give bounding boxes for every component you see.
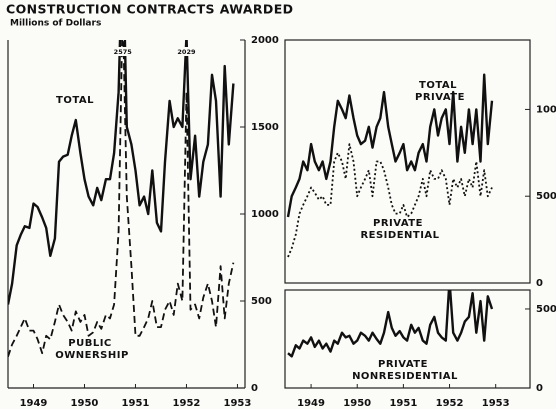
line: [286, 73, 494, 218]
series-label: PRIVATE NONRESIDENTIAL: [352, 359, 458, 382]
x-tick-label: 1950: [71, 398, 99, 409]
chart-title: CONSTRUCTION CONTRACTS AWARDED: [6, 2, 293, 17]
x-tick-label: 1953: [482, 398, 510, 409]
y-tick-label: 0: [536, 278, 543, 289]
series-label: PRIVATE RESIDENTIAL: [360, 218, 439, 241]
y-tick-label: 1500: [251, 122, 279, 133]
plot-area: [286, 73, 494, 258]
x-tick-label: 1952: [436, 398, 464, 409]
y-tick-label: 0: [536, 383, 543, 394]
chart-subtitle: Millions of Dollars: [10, 19, 101, 29]
annotation: 2575: [114, 48, 133, 56]
y-tick-label: 1000: [251, 209, 279, 220]
series-label: TOTAL PRIVATE: [415, 80, 465, 103]
series-label: TOTAL: [56, 95, 94, 106]
plot-area: [287, 290, 494, 358]
annotation-box: [177, 47, 196, 56]
plot-area: [8, 40, 235, 357]
line: [8, 40, 235, 305]
series-label: PUBLIC OWNERSHIP: [55, 338, 129, 361]
y-tick-label: 500: [536, 191, 556, 202]
x-tick-label: 1950: [343, 398, 371, 409]
x-tick-label: 1951: [389, 398, 417, 409]
y-tick-label: 0: [251, 383, 258, 394]
x-tick-label: 1953: [224, 398, 252, 409]
line: [8, 40, 235, 357]
x-tick-label: 1949: [297, 398, 325, 409]
frame: [284, 289, 531, 389]
x-tick-label: 1952: [173, 398, 201, 409]
frame: [284, 39, 531, 284]
y-tick-label: 500: [536, 304, 556, 315]
y-tick-label: 2000: [251, 35, 279, 46]
x-tick-label: 1951: [122, 398, 150, 409]
annotation: 2029: [177, 48, 196, 56]
line: [287, 290, 494, 358]
y-tick-label: 500: [251, 296, 272, 307]
annotation-box: [113, 47, 132, 56]
y-tick-label: 1000: [536, 104, 556, 115]
x-tick-label: 1949: [20, 398, 48, 409]
line: [287, 143, 493, 258]
